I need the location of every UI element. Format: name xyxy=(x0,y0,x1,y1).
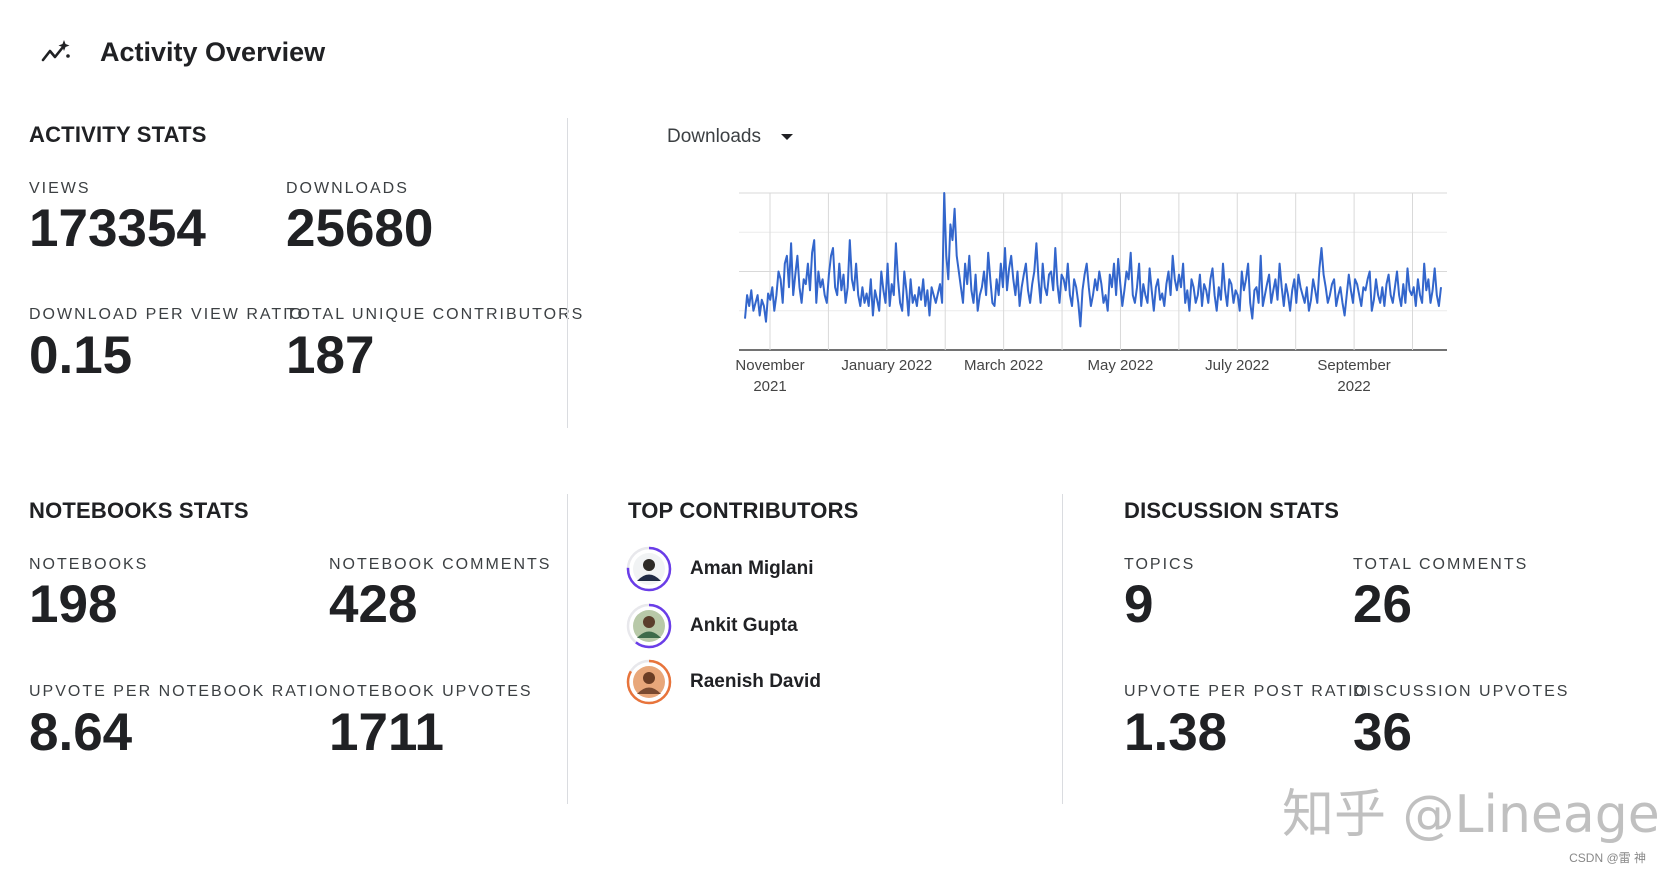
avatar xyxy=(626,659,672,705)
top-contributors-title: TOP CONTRIBUTORS xyxy=(628,498,859,523)
watermark: 知乎 @Lineage xyxy=(1282,785,1660,845)
avatar xyxy=(626,546,672,592)
upvote-per-post-ratio-value: 1.38 xyxy=(1124,703,1228,762)
x-tick-label: July 2022 xyxy=(1205,357,1269,374)
x-tick-label: May 2022 xyxy=(1088,357,1154,374)
contributor-name: Aman Miglani xyxy=(690,558,814,579)
total-unique-contributors-label: TOTAL UNIQUE CONTRIBUTORS xyxy=(286,306,585,323)
contributor-item[interactable]: Ankit Gupta xyxy=(626,603,798,649)
trend-sparkle-icon xyxy=(41,40,70,62)
x-tick-label: March 2022 xyxy=(964,357,1043,374)
notebooks-stats-title: NOTEBOOKS STATS xyxy=(29,498,249,523)
divider xyxy=(567,118,568,428)
downloads-value: 25680 xyxy=(286,199,434,258)
divider xyxy=(567,494,568,804)
upvote-per-notebook-ratio-label: UPVOTE PER NOTEBOOK RATIO xyxy=(29,683,330,700)
avatar xyxy=(626,603,672,649)
avatar-ring xyxy=(626,659,672,705)
upvote-per-notebook-ratio-value: 8.64 xyxy=(29,703,133,762)
contributor-item[interactable]: Raenish David xyxy=(626,659,821,705)
activity-stats-title: ACTIVITY STATS xyxy=(29,122,207,147)
caret-down-icon xyxy=(781,134,793,140)
downloads-series-line xyxy=(744,192,1442,328)
page-title: Activity Overview xyxy=(100,36,326,67)
discussion-upvotes-value: 36 xyxy=(1353,703,1412,762)
contributor-name: Raenish David xyxy=(690,671,821,692)
download-per-view-ratio-label: DOWNLOAD PER VIEW RATIO xyxy=(29,306,305,323)
chart-grid xyxy=(739,192,1447,351)
metric-dropdown[interactable]: Downloads xyxy=(667,126,793,148)
x-tick-label: November 2021 xyxy=(735,357,804,395)
page-header: Activity Overview xyxy=(40,36,325,68)
downloads-label: DOWNLOADS xyxy=(286,180,409,197)
notebook-comments-label: NOTEBOOK COMMENTS xyxy=(329,556,552,573)
divider xyxy=(1062,494,1063,804)
discussion-upvotes-label: DISCUSSION UPVOTES xyxy=(1353,683,1570,700)
views-value: 173354 xyxy=(29,199,206,258)
notebook-comments-value: 428 xyxy=(329,575,418,634)
topics-value: 9 xyxy=(1124,575,1154,634)
contributor-name: Ankit Gupta xyxy=(690,615,798,636)
chart-series xyxy=(744,192,1442,328)
csdn-watermark: CSDN @雷 神 xyxy=(1569,851,1646,865)
views-label: VIEWS xyxy=(29,180,91,197)
total-comments-value: 26 xyxy=(1353,575,1412,634)
notebook-upvotes-value: 1711 xyxy=(329,703,444,762)
x-tick-label: January 2022 xyxy=(841,357,932,374)
total-comments-label: TOTAL COMMENTS xyxy=(1353,556,1529,573)
notebook-upvotes-label: NOTEBOOK UPVOTES xyxy=(329,683,533,700)
total-unique-contributors-value: 187 xyxy=(286,326,375,385)
metric-dropdown-label: Downloads xyxy=(667,126,761,147)
discussion-stats-title: DISCUSSION STATS xyxy=(1124,498,1340,523)
topics-label: TOPICS xyxy=(1124,556,1196,573)
notebooks-value: 198 xyxy=(29,575,118,634)
download-per-view-ratio-value: 0.15 xyxy=(29,326,133,385)
notebooks-label: NOTEBOOKS xyxy=(29,556,149,573)
avatar-ring xyxy=(626,603,672,649)
x-tick-label: September 2022 xyxy=(1317,357,1390,395)
contributor-item[interactable]: Aman Miglani xyxy=(626,546,814,592)
avatar-ring xyxy=(626,546,672,592)
upvote-per-post-ratio-label: UPVOTE PER POST RATIO xyxy=(1124,683,1369,700)
